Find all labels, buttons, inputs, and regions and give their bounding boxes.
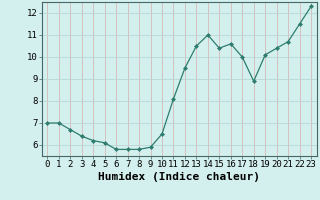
- X-axis label: Humidex (Indice chaleur): Humidex (Indice chaleur): [98, 172, 260, 182]
